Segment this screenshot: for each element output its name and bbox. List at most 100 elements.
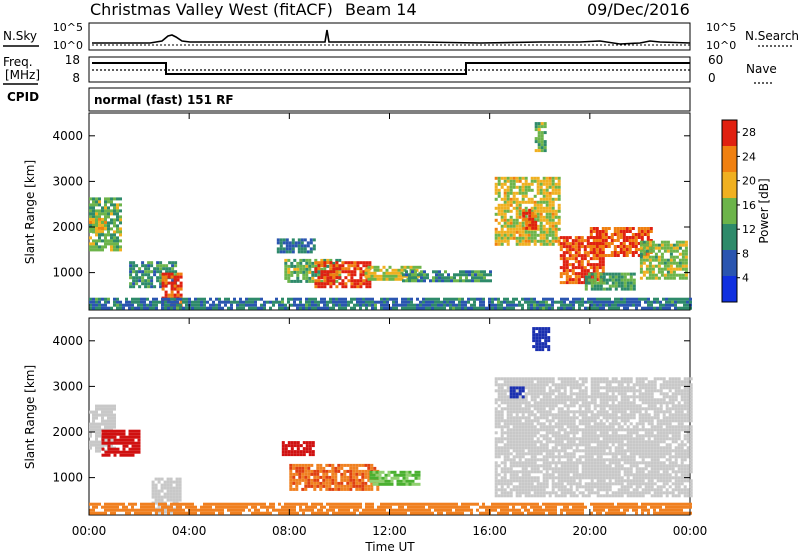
heatmap-cell xyxy=(314,300,317,304)
heatmap-cell xyxy=(596,386,600,390)
heatmap-cell xyxy=(305,444,309,448)
heatmap-cell xyxy=(596,413,600,417)
heatmap-cell xyxy=(512,297,515,301)
heatmap-cell xyxy=(503,380,507,384)
heatmap-cell xyxy=(586,269,590,273)
heatmap-cell xyxy=(452,297,455,301)
heatmap-cell xyxy=(524,482,528,486)
heatmap-cell xyxy=(566,377,570,381)
heatmap-cell xyxy=(359,261,363,265)
heatmap-cell xyxy=(515,215,519,219)
heatmap-cell xyxy=(644,306,647,310)
heatmap-cell xyxy=(497,389,501,393)
heatmap-cell xyxy=(521,479,525,483)
heatmap-cell xyxy=(638,404,642,408)
heatmap-cell xyxy=(134,306,137,310)
heatmap-cell xyxy=(212,306,215,310)
heatmap-cell xyxy=(367,478,371,482)
heatmap-cell xyxy=(537,140,541,144)
heatmap-cell xyxy=(599,464,603,468)
heatmap-cell xyxy=(367,475,371,479)
heatmap-cell xyxy=(631,254,635,257)
heatmap-cell xyxy=(364,268,368,272)
heatmap-cell xyxy=(110,432,114,436)
heatmap-cell xyxy=(154,498,158,502)
heatmap-cell xyxy=(92,226,95,230)
heatmap-cell xyxy=(675,264,679,268)
heatmap-cell xyxy=(320,267,324,271)
heatmap-cell xyxy=(596,287,600,291)
heatmap-cell xyxy=(503,306,506,310)
heatmap-cell xyxy=(583,248,587,252)
heatmap-cell xyxy=(560,434,564,438)
heatmap-cell xyxy=(623,297,626,301)
heatmap-cell xyxy=(587,482,591,486)
heatmap-cell xyxy=(539,215,543,219)
heatmap-cell xyxy=(95,200,98,204)
heatmap-cell xyxy=(524,443,528,447)
heatmap-cell xyxy=(605,398,609,402)
heatmap-cell xyxy=(334,484,338,488)
heatmap-cell xyxy=(337,463,341,467)
heatmap-cell xyxy=(521,410,525,414)
heatmap-cell xyxy=(626,494,630,498)
heatmap-cell xyxy=(644,434,648,438)
heatmap-cell xyxy=(104,209,107,213)
heatmap-cell xyxy=(355,487,359,491)
heatmap-cell xyxy=(562,263,566,267)
heatmap-cell xyxy=(359,267,363,271)
heatmap-cell xyxy=(119,209,122,213)
heatmap-cell xyxy=(590,491,594,495)
heatmap-cell xyxy=(557,461,561,465)
heatmap-cell xyxy=(572,494,576,498)
heatmap-cell xyxy=(518,464,522,468)
heatmap-cell xyxy=(515,476,519,480)
heatmap-cell xyxy=(533,218,537,222)
heatmap-cell xyxy=(506,407,510,411)
heatmap-cell xyxy=(116,215,119,219)
heatmap-cell xyxy=(563,470,567,474)
heatmap-cell xyxy=(194,303,197,307)
heatmap-cell xyxy=(166,495,170,499)
heatmap-cell xyxy=(500,449,504,453)
heatmap-cell xyxy=(631,236,635,239)
heatmap-cell xyxy=(608,407,612,411)
heatmap-cell xyxy=(634,245,638,248)
heatmap-cell xyxy=(506,377,510,381)
heatmap-cell xyxy=(289,484,293,488)
heatmap-cell xyxy=(206,306,209,310)
heatmap-cell xyxy=(524,242,528,246)
heatmap-cell xyxy=(203,306,206,310)
heatmap-cell xyxy=(369,473,373,477)
heatmap-cell xyxy=(596,377,600,381)
heatmap-cell xyxy=(356,264,360,268)
heatmap-cell xyxy=(287,306,290,310)
heatmap-cell xyxy=(596,494,600,498)
heatmap-cell xyxy=(512,303,515,307)
heatmap-cell xyxy=(497,188,501,192)
heatmap-cell xyxy=(651,249,655,253)
heatmap-cell xyxy=(101,441,105,445)
heatmap-cell xyxy=(589,275,593,279)
heatmap-cell xyxy=(497,425,501,429)
heatmap-cell xyxy=(533,434,537,438)
heatmap-cell xyxy=(536,300,539,304)
heatmap-cell xyxy=(643,233,647,236)
heatmap-cell xyxy=(462,273,465,277)
heatmap-cell xyxy=(137,297,140,301)
heatmap-cell xyxy=(364,475,368,479)
heatmap-cell xyxy=(95,297,98,301)
heatmap-cell xyxy=(548,473,552,477)
heatmap-cell xyxy=(515,470,519,474)
heatmap-cell xyxy=(620,386,624,390)
heatmap-cell xyxy=(548,377,552,381)
heatmap-cell xyxy=(531,220,535,224)
heatmap-cell xyxy=(602,488,606,492)
heatmap-cell xyxy=(98,431,101,435)
heatmap-cell xyxy=(317,282,321,286)
heatmap-cell xyxy=(581,300,584,304)
heatmap-cell xyxy=(203,303,206,307)
heatmap-cell xyxy=(542,446,546,450)
heatmap-cell xyxy=(635,306,638,310)
heatmap-cell xyxy=(413,303,416,307)
